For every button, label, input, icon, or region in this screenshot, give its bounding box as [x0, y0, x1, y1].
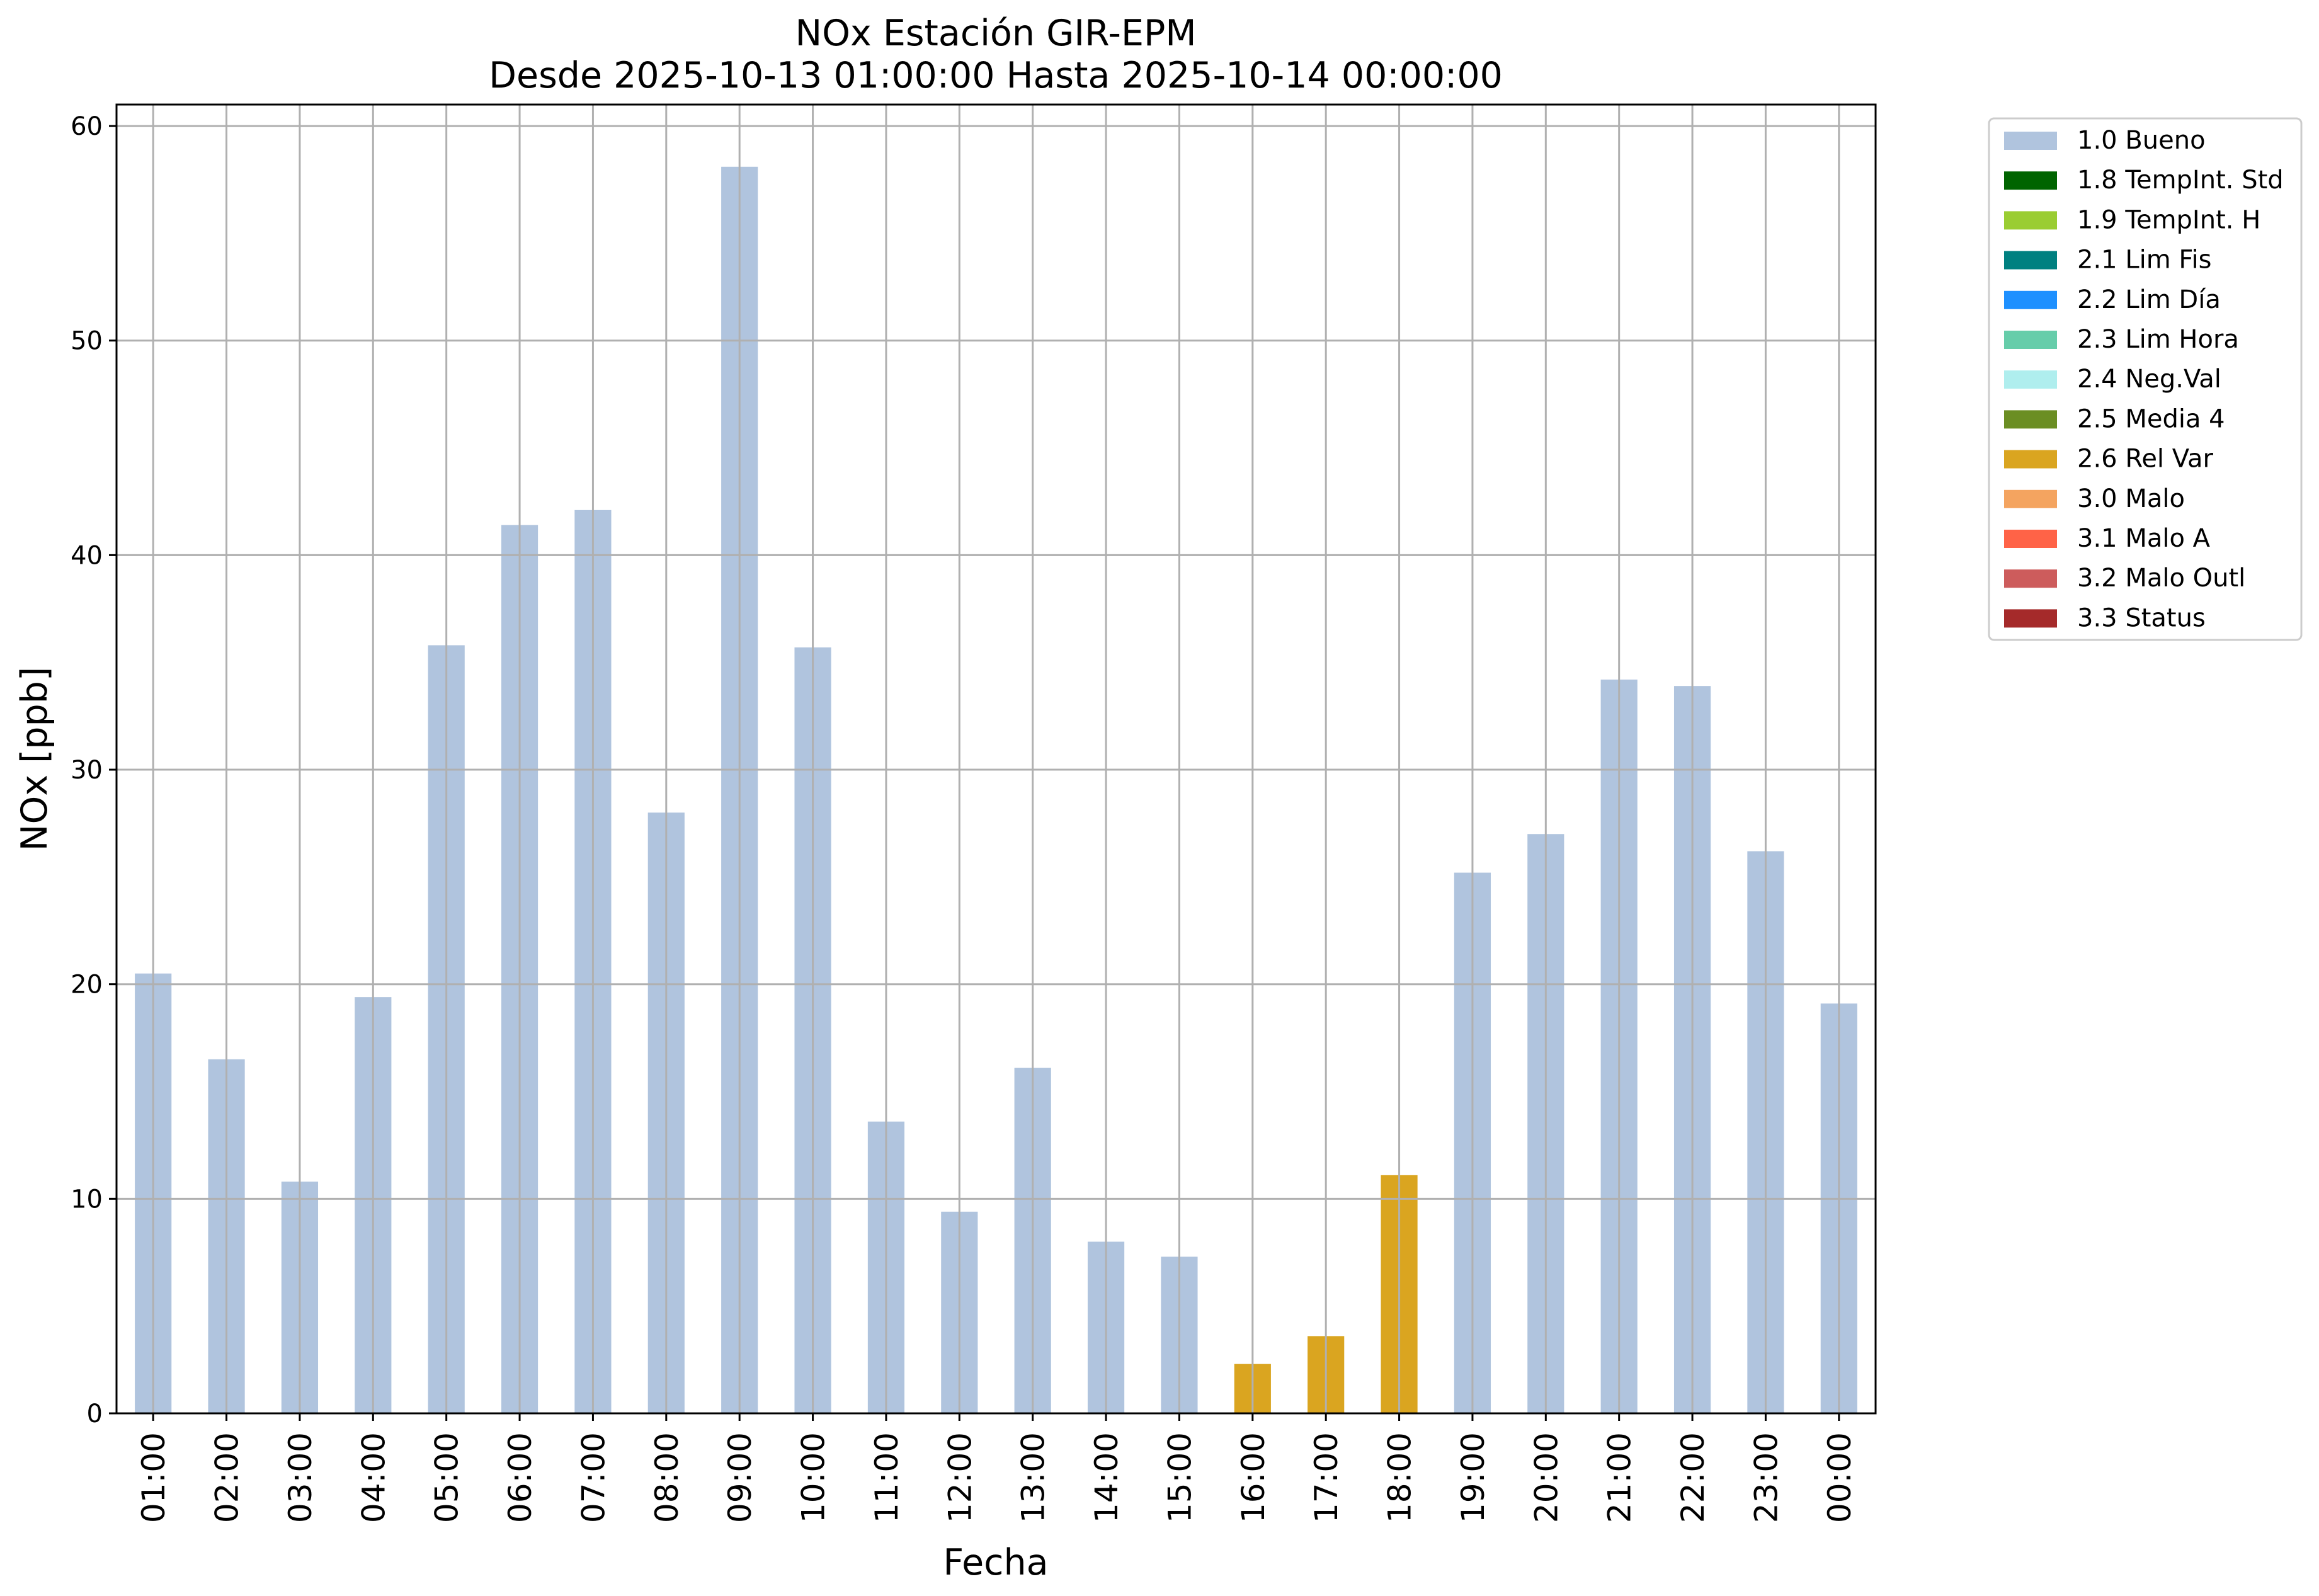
y-axis-ticks: 0 10 20 30 40 50 60 [71, 112, 117, 1428]
x-tick-label: 00:00 [1821, 1432, 1858, 1523]
x-tick-label: 01:00 [135, 1432, 172, 1523]
bars [135, 166, 1857, 1413]
x-tick-label: 15:00 [1161, 1432, 1198, 1523]
legend-label: 3.2 Malo Outl [2077, 564, 2245, 593]
legend-label: 2.1 Lim Fis [2077, 246, 2211, 275]
legend-swatch [2004, 290, 2057, 309]
x-tick-label: 05:00 [429, 1432, 465, 1523]
chart-title-line2: Desde 2025-10-13 01:00:00 Hasta 2025-10-… [489, 55, 1503, 96]
legend-swatch [2004, 370, 2057, 389]
legend-label: 2.2 Lim Día [2077, 285, 2221, 314]
legend-swatch [2004, 530, 2057, 548]
legend-swatch [2004, 132, 2057, 150]
x-tick-label: 09:00 [722, 1432, 758, 1523]
legend: 1.0 Bueno 1.8 TempInt. Std 1.9 TempInt. H 2… [1988, 117, 2303, 641]
x-tick-label: 16:00 [1235, 1432, 1272, 1523]
x-tick-label: 19:00 [1455, 1432, 1491, 1523]
x-tick-label: 21:00 [1602, 1432, 1638, 1523]
legend-label: 2.6 Rel Var [2077, 445, 2214, 474]
legend-label: 1.8 TempInt. Std [2077, 166, 2284, 195]
y-tick-label: 0 [87, 1399, 103, 1428]
plot-frame [115, 103, 1877, 1415]
x-tick-label: 06:00 [502, 1432, 538, 1523]
x-tick-label: 08:00 [649, 1432, 685, 1523]
x-axis-label: Fecha [943, 1542, 1048, 1583]
y-tick-label: 20 [71, 971, 103, 1000]
x-tick-label: 20:00 [1528, 1432, 1564, 1523]
legend-swatch [2004, 609, 2057, 628]
legend-swatch [2004, 251, 2057, 270]
legend-swatch [2004, 211, 2057, 230]
legend-label: 1.9 TempInt. H [2077, 205, 2260, 234]
x-axis-ticks: 01:00 02:00 03:00 04:00 05:00 06:00 07:00 08:00… [135, 1413, 1858, 1523]
legend-swatch [2004, 410, 2057, 429]
y-tick-label: 50 [71, 327, 103, 356]
x-tick-label: 13:00 [1015, 1432, 1052, 1523]
chart-title-line1: NOx Estación GIR-EPM [795, 13, 1196, 54]
legend-swatch [2004, 331, 2057, 349]
x-tick-label: 14:00 [1088, 1432, 1125, 1523]
legend-box [1988, 117, 2303, 641]
legend-swatch [2004, 489, 2057, 508]
x-tick-label: 02:00 [209, 1432, 246, 1523]
legend-label: 2.3 Lim Hora [2077, 325, 2239, 354]
legend-label: 3.3 Status [2077, 603, 2206, 632]
x-tick-label: 11:00 [869, 1432, 905, 1523]
x-tick-label: 07:00 [575, 1432, 612, 1523]
x-tick-label: 17:00 [1308, 1432, 1345, 1523]
y-tick-label: 40 [71, 541, 103, 570]
legend-swatch [2004, 569, 2057, 588]
x-tick-label: 18:00 [1382, 1432, 1418, 1523]
legend-label: 1.0 Bueno [2077, 126, 2206, 155]
x-tick-label: 22:00 [1675, 1432, 1711, 1523]
x-tick-label: 23:00 [1748, 1432, 1784, 1523]
legend-swatch [2004, 171, 2057, 190]
x-tick-label: 10:00 [795, 1432, 832, 1523]
y-tick-label: 30 [71, 756, 103, 785]
y-tick-label: 60 [71, 112, 103, 141]
x-tick-label: 12:00 [942, 1432, 978, 1523]
legend-swatch [2004, 450, 2057, 469]
y-tick-label: 10 [71, 1185, 103, 1214]
x-tick-label: 04:00 [355, 1432, 392, 1523]
legend-label: 2.4 Neg.Val [2077, 365, 2221, 394]
legend-label: 3.1 Malo A [2077, 524, 2211, 553]
y-axis-label: NOx [ppb] [14, 667, 55, 851]
x-tick-label: 03:00 [282, 1432, 319, 1523]
legend-label: 3.0 Malo [2077, 484, 2185, 513]
legend-label: 2.5 Media 4 [2077, 404, 2225, 433]
